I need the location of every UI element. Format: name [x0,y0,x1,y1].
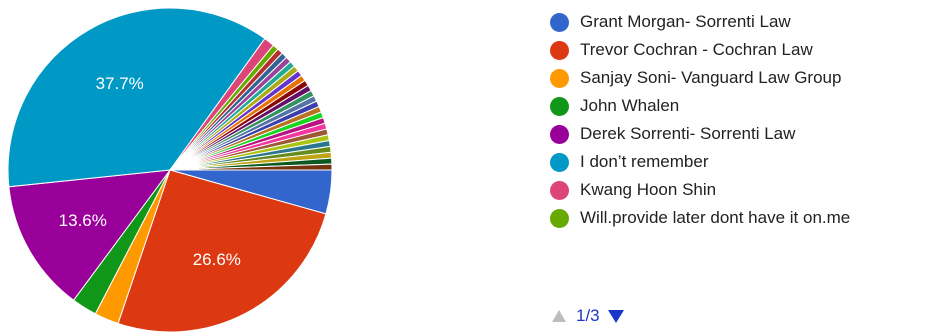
pie-slice-label-1: 26.6% [193,250,241,269]
legend-swatch [550,152,569,172]
legend-swatch [550,12,569,32]
legend-label: Trevor Cochran - Cochran Law [580,40,813,59]
legend-page-indicator: 1/3 [576,306,600,325]
legend-label: John Whalen [580,96,680,115]
pie-slice-5[interactable] [7,7,266,188]
legend-item[interactable]: John Whalen [550,92,920,120]
triangle-up-icon[interactable] [552,310,566,322]
legend-swatch [550,40,569,60]
legend-swatch [550,208,569,228]
legend-label: Sanjay Soni- Vanguard Law Group [580,68,842,87]
legend-label: Derek Sorrenti- Sorrenti Law [580,124,796,143]
legend-label: Grant Morgan- Sorrenti Law [580,12,791,31]
pie-slice-label-4: 13.6% [59,211,107,230]
legend-item[interactable]: Sanjay Soni- Vanguard Law Group [550,64,920,92]
chart-legend: Grant Morgan- Sorrenti Law Trevor Cochran… [550,8,920,232]
pie-slice-30[interactable] [169,163,333,171]
pie-chart-svg: 26.6% 13.6% 37.7% [7,7,333,333]
pie-slice-label-5: 37.7% [96,74,144,93]
legend-label: Kwang Hoon Shin [580,180,717,199]
legend-item[interactable]: Derek Sorrenti- Sorrenti Law [550,120,920,148]
legend-swatch [550,68,569,88]
legend-swatch [550,180,569,200]
legend-label: I don’t remember [580,152,709,171]
pie-slice-4[interactable] [8,169,172,301]
legend-item[interactable]: Trevor Cochran - Cochran Law [550,36,920,64]
pie-slice-1[interactable] [117,169,327,333]
legend-item[interactable]: Will.provide later dont have it on.me [550,204,920,232]
legend-item[interactable]: I don’t remember [550,148,920,176]
triangle-down-icon[interactable] [607,309,624,323]
legend-pager: 1/3 [552,306,624,326]
legend-swatch [550,96,569,116]
legend-swatch [550,124,569,144]
legend-item[interactable]: Kwang Hoon Shin [550,176,920,204]
legend-label: Will.provide later dont have it on.me [580,208,851,227]
legend-item[interactable]: Grant Morgan- Sorrenti Law [550,8,920,36]
